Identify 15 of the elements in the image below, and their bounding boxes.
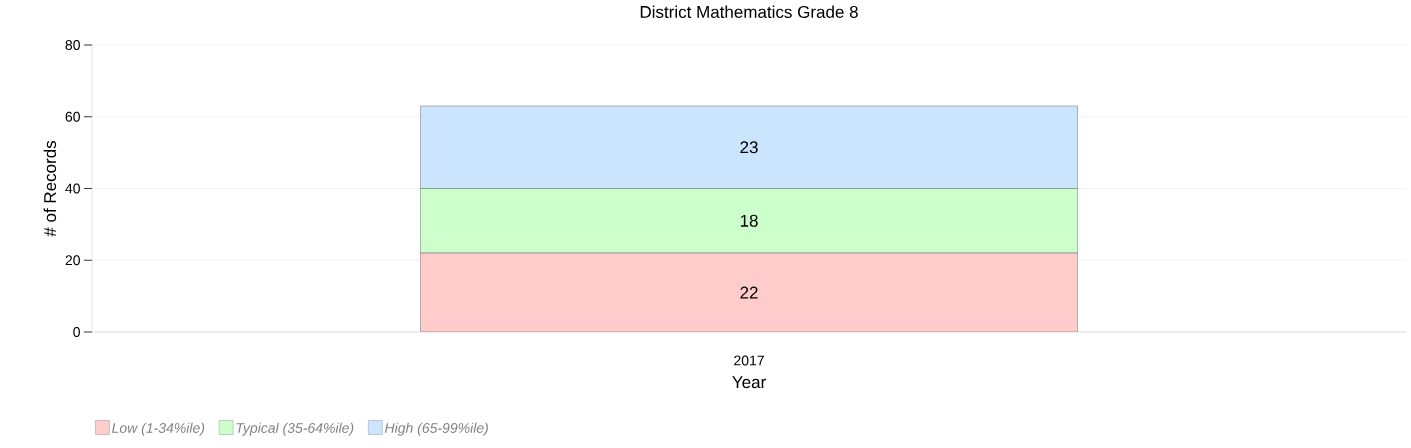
y-tick-label: 80 <box>65 40 80 50</box>
legend-label: Typical (35-64%ile) <box>236 422 354 436</box>
y-axis-title: # of Records <box>43 140 57 237</box>
x-tick-label: 2017 <box>734 355 764 366</box>
data-label: 23 <box>740 141 758 154</box>
legend-label: High (65-99%ile) <box>384 422 488 436</box>
y-tick-label: 20 <box>65 255 80 266</box>
legend-label: Low (1-34%ile) <box>112 422 205 436</box>
data-label: 22 <box>740 286 758 299</box>
x-axis-title: Year <box>732 376 766 389</box>
y-tick-label: 0 <box>73 327 80 337</box>
y-tick-label: 60 <box>65 111 80 122</box>
y-tick-label: 40 <box>65 183 80 194</box>
chart-title: District Mathematics Grade 8 <box>640 5 858 18</box>
data-label: 18 <box>740 214 758 227</box>
